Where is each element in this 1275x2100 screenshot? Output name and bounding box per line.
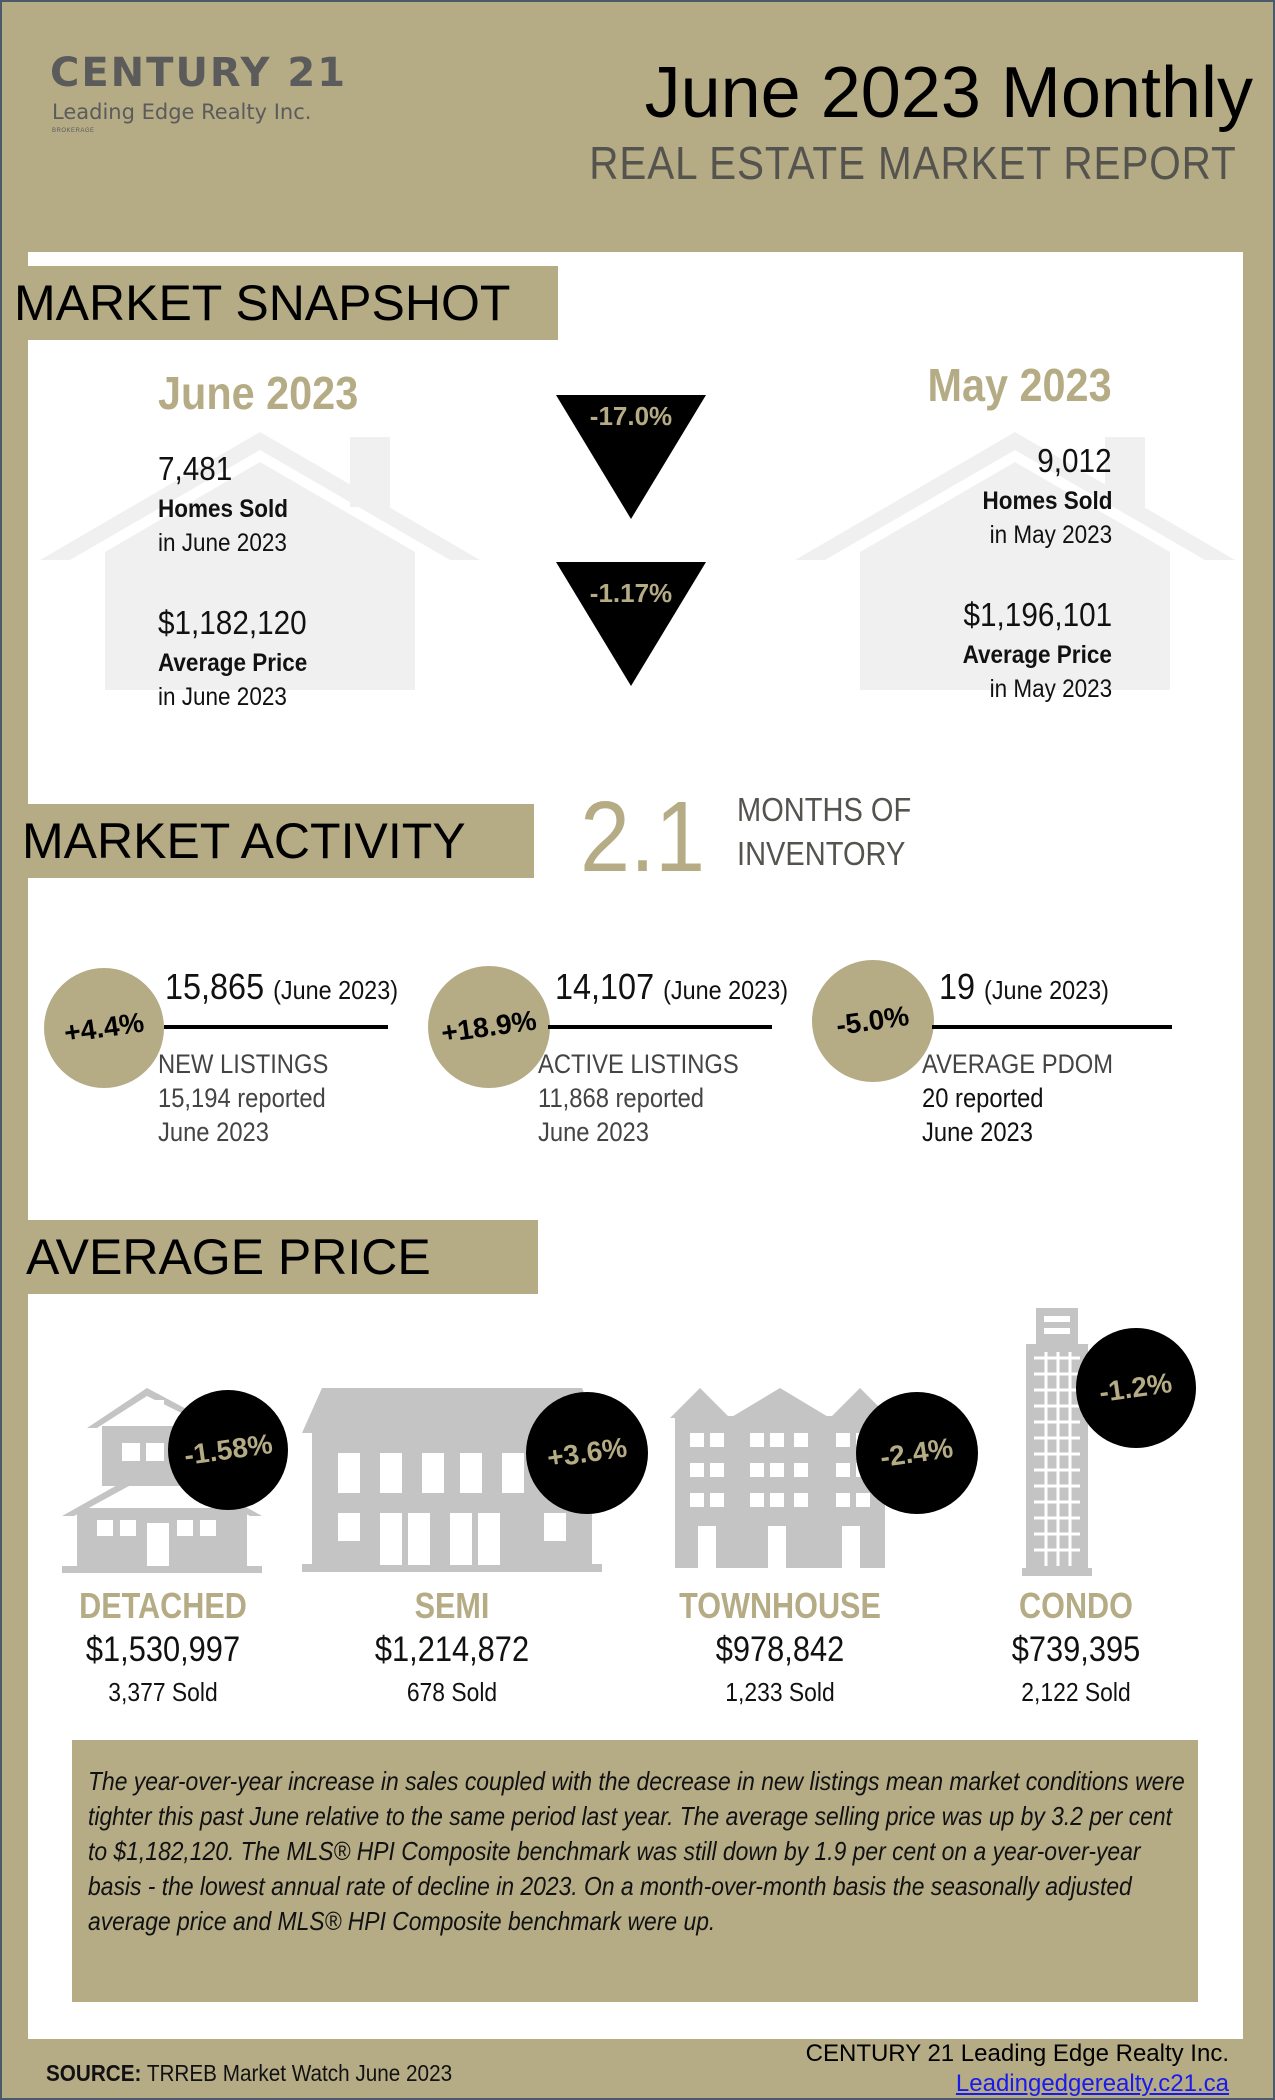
active-listings-change-badge: +18.9%: [428, 966, 550, 1088]
condo-change-badge: -1.2%: [1076, 1328, 1196, 1448]
logo-name: CENTURY 21: [50, 50, 348, 96]
homes-sold-change-indicator: -17.0%: [556, 395, 706, 521]
snapshot-current-homes-sold-label: Homes Sold: [158, 495, 289, 523]
source-label: SOURCE:: [46, 2060, 142, 2086]
average-price-heading: AVERAGE PRICE: [0, 1220, 538, 1294]
snapshot-previous-homes-sold-period: in May 2023: [989, 521, 1112, 549]
average-pdom-value-row: 19 (June 2023): [939, 966, 1109, 1008]
condo-label: CONDO: [1019, 1585, 1133, 1626]
divider: [932, 1025, 1172, 1029]
months-of-inventory-value: 2.1: [580, 781, 706, 893]
house-silhouette-right-icon: [795, 432, 1235, 690]
average-pdom-label: AVERAGE PDOM: [922, 1049, 1114, 1079]
new-listings-label: NEW LISTINGS: [158, 1049, 329, 1079]
snapshot-current-avg-price-period: in June 2023: [158, 683, 287, 711]
website-link[interactable]: Leadingedgerealty.c21.ca: [955, 2070, 1229, 2097]
active-listings-label: ACTIVE LISTINGS: [538, 1049, 739, 1079]
semi-change-badge: +3.6%: [526, 1392, 648, 1514]
snapshot-previous-avg-price: $1,196,101: [963, 596, 1112, 633]
house-silhouette-left-icon: [40, 432, 480, 690]
snapshot-previous-homes-sold-label: Homes Sold: [981, 487, 1112, 515]
divider: [548, 1025, 772, 1029]
active-listings-value: 14,107: [555, 966, 655, 1007]
new-listings-period: (June 2023): [273, 975, 399, 1005]
market-snapshot-heading: MARKET SNAPSHOT: [0, 266, 558, 340]
new-listings-reported: 15,194 reported: [158, 1083, 326, 1113]
snapshot-previous-homes-sold: 9,012: [1037, 442, 1112, 479]
new-listings-reported-period: June 2023: [158, 1117, 269, 1147]
condo-sold: 2,122 Sold: [1021, 1677, 1131, 1707]
condo-tower-icon: [1022, 1308, 1092, 1576]
market-activity-heading: MARKET ACTIVITY: [0, 804, 534, 878]
active-listings-period: (June 2023): [663, 975, 789, 1005]
source-text: TRREB Market Watch June 2023: [141, 2060, 453, 2086]
semi-price: $1,214,872: [374, 1630, 530, 1669]
report-title: June 2023 Monthly: [644, 53, 1253, 133]
snapshot-current-period: June 2023: [158, 367, 359, 419]
semi-sold: 678 Sold: [406, 1677, 498, 1707]
snapshot-current-homes-sold: 7,481: [158, 450, 233, 487]
snapshot-current-avg-price-label: Average Price: [158, 649, 308, 677]
average-pdom-period: (June 2023): [984, 975, 1109, 1005]
snapshot-current-homes-sold-period: in June 2023: [158, 529, 287, 557]
semi-label: SEMI: [414, 1585, 490, 1626]
source-line: SOURCE: TRREB Market Watch June 2023: [46, 2060, 452, 2087]
detached-price: $1,530,997: [85, 1630, 241, 1669]
new-listings-change-badge: +4.4%: [44, 968, 164, 1088]
detached-sold: 3,377 Sold: [108, 1677, 218, 1707]
townhouse-sold: 1,233 Sold: [725, 1677, 835, 1707]
avg-price-change: -1.17%: [589, 578, 673, 608]
new-listings-value-row: 15,865 (June 2023): [165, 966, 398, 1008]
footer-company: CENTURY 21 Leading Edge Realty Inc.: [805, 2040, 1229, 2067]
homes-sold-change: -17.0%: [589, 401, 673, 431]
snapshot-current-avg-price: $1,182,120: [158, 604, 307, 641]
townhouse-price: $978,842: [715, 1630, 845, 1669]
average-pdom-reported-period: June 2023: [922, 1117, 1033, 1147]
new-listings-value: 15,865: [165, 966, 265, 1007]
avg-price-change-indicator: -1.17%: [556, 562, 706, 688]
report-subtitle: REAL ESTATE MARKET REPORT: [589, 137, 1237, 189]
townhouse-label: TOWNHOUSE: [679, 1585, 881, 1626]
townhouse-change-badge: -2.4%: [856, 1392, 978, 1514]
summary-text: The year-over-year increase in sales cou…: [88, 1766, 1185, 1936]
divider: [164, 1025, 388, 1029]
snapshot-previous-avg-price-label: Average Price: [962, 641, 1112, 669]
detached-label: DETACHED: [79, 1585, 247, 1626]
active-listings-reported-period: June 2023: [538, 1117, 649, 1147]
down-triangle-icon: [556, 395, 706, 519]
detached-change-badge: -1.58%: [168, 1390, 288, 1510]
active-listings-reported: 11,868 reported: [538, 1083, 705, 1113]
down-triangle-icon: [556, 562, 706, 686]
logo-subtitle: Leading Edge Realty Inc.: [52, 100, 312, 124]
average-pdom-change-badge: -5.0%: [812, 960, 934, 1082]
snapshot-previous-avg-price-period: in May 2023: [989, 675, 1112, 703]
summary-box: The year-over-year increase in sales cou…: [72, 1740, 1198, 2002]
logo-brokerage: BROKERAGE: [52, 128, 95, 134]
months-of-inventory-label-line2: INVENTORY: [737, 835, 906, 872]
condo-price: $739,395: [1011, 1630, 1141, 1669]
townhouse-icon: [670, 1388, 890, 1568]
average-pdom-value: 19: [939, 966, 976, 1007]
snapshot-previous-period: May 2023: [927, 359, 1112, 411]
average-pdom-reported: 20 reported: [922, 1083, 1044, 1113]
months-of-inventory-label-line1: MONTHS OF: [737, 791, 912, 828]
active-listings-value-row: 14,107 (June 2023): [555, 966, 788, 1008]
